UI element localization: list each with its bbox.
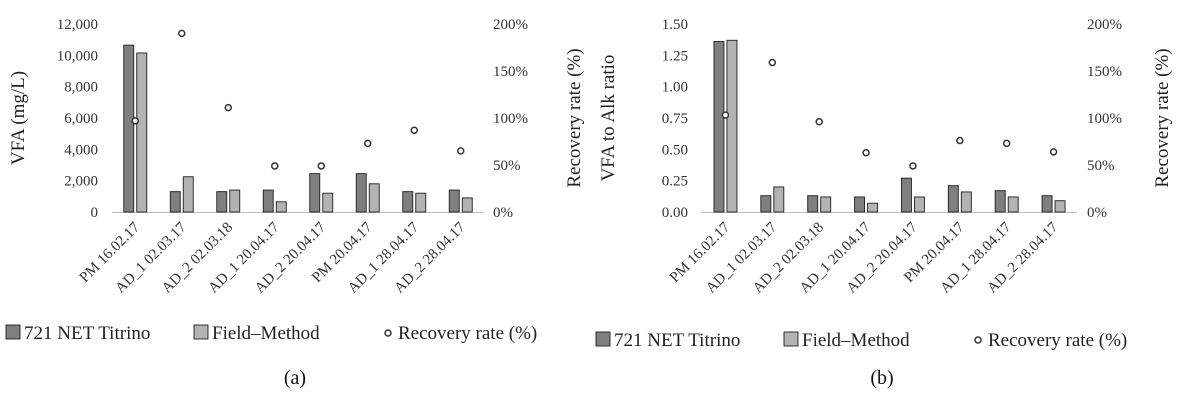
legend-swatch-field-method	[783, 331, 799, 347]
y-tick-label: 12,000	[57, 17, 98, 33]
y-tick-label: 8,000	[64, 80, 98, 96]
y-right-tick-label: 150%	[493, 64, 528, 80]
y-right-tick-label: 50%	[1087, 158, 1115, 174]
recovery-rate-point	[815, 118, 823, 126]
bar-titrino	[994, 190, 1006, 213]
recovery-rate-point	[721, 111, 730, 119]
bar-titrino	[216, 191, 228, 213]
recovery-rate-point	[131, 117, 139, 125]
bar-titrino	[262, 189, 274, 213]
y-right-tick-label: 200%	[1087, 17, 1122, 33]
bar-field-method	[368, 183, 380, 213]
legend-swatch-titrino	[595, 331, 611, 347]
y-tick-label: 0	[91, 205, 99, 221]
bar-field-method	[322, 192, 334, 213]
bar-titrino	[760, 195, 772, 213]
y-right-tick-label: 100%	[1087, 111, 1122, 127]
bar-titrino	[123, 44, 135, 213]
legend-label-titrino: 721 NET Titrino	[24, 323, 150, 344]
y-right-tick-label: 0%	[493, 205, 513, 221]
bar-field-method	[726, 39, 738, 213]
legend-marker-recovery	[384, 329, 392, 337]
recovery-rate-point	[956, 136, 964, 145]
bar-field-method	[275, 201, 287, 213]
bar-field-method	[820, 196, 832, 213]
chart-a-svg: 0 2,000 4,000 6,000 8,000 10,000 12,000 0% 50% 10…	[5, 17, 585, 389]
recovery-rate-point	[224, 103, 232, 112]
bar-titrino	[900, 177, 912, 213]
y-tick-label: 1.50	[662, 17, 688, 33]
bar-field-method	[182, 176, 194, 213]
bar-titrino	[402, 191, 414, 213]
recovery-rate-point	[457, 147, 465, 155]
y-tick-label: 0.75	[662, 111, 688, 127]
legend-label-titrino: 721 NET Titrino	[614, 330, 740, 351]
y-right-tick-label: 200%	[493, 17, 528, 33]
recovery-rate-point	[909, 162, 917, 170]
y-tick-label: 10,000	[57, 48, 98, 64]
legend-label-recovery: Recovery rate (%)	[398, 323, 537, 344]
bar-titrino	[947, 185, 959, 213]
bar-titrino	[448, 189, 460, 213]
bar-titrino	[309, 173, 321, 213]
y-tick-label: 4,000	[64, 142, 98, 158]
bar-titrino	[807, 195, 819, 213]
chart-b-svg: 0.00 0.25 0.50 0.75 1.00 1.25 1.50 0% 50% 100% 150…	[595, 17, 1173, 389]
y-tick-label: 0.00	[662, 205, 688, 221]
bar-titrino	[854, 196, 866, 213]
y-tick-label: 6,000	[64, 111, 98, 127]
recovery-rate-point	[317, 162, 325, 170]
legend-label-field-method: Field–Method	[802, 330, 910, 351]
y-right-axis-title: Recovery rate (%)	[1152, 48, 1173, 187]
y-axis-title: VFA (mg/L)	[8, 71, 29, 165]
y-tick-label: 0.50	[662, 142, 688, 158]
panel-label: (b)	[870, 367, 893, 389]
bar-field-method	[960, 191, 972, 213]
legend-label-field-method: Field–Method	[212, 323, 320, 344]
recovery-rate-point	[862, 149, 870, 157]
bar-field-method	[773, 186, 785, 213]
bar-field-method	[461, 197, 473, 213]
legend-swatch-titrino	[5, 324, 21, 340]
recovery-rate-point	[1049, 148, 1058, 156]
bar-field-method	[1007, 196, 1019, 213]
bar-field-method	[867, 202, 879, 213]
y-right-tick-label: 100%	[493, 111, 528, 127]
bar-titrino	[713, 41, 725, 213]
bar-field-method	[415, 192, 427, 213]
bar-titrino	[355, 173, 367, 213]
y-tick-label: 2,000	[64, 174, 98, 190]
y-right-tick-label: 0%	[1087, 205, 1107, 221]
legend-marker-recovery	[974, 336, 982, 344]
recovery-rate-point	[410, 126, 418, 134]
bar-field-method	[136, 52, 148, 213]
recovery-rate-point	[768, 58, 777, 67]
y-right-axis-title: Recovery rate (%)	[564, 48, 585, 187]
legend-label-recovery: Recovery rate (%)	[988, 330, 1127, 351]
recovery-rate-point	[364, 139, 372, 148]
y-tick-label: 0.25	[662, 174, 688, 190]
y-tick-label: 1.25	[662, 48, 688, 64]
panel-label: (a)	[284, 367, 306, 389]
bar-field-method	[913, 196, 925, 213]
bar-titrino	[169, 191, 181, 213]
y-axis-title: VFA to Alk ratio	[598, 55, 619, 182]
chart-panel-a: 0 2,000 4,000 6,000 8,000 10,000 12,000 0% 50% 10…	[5, 17, 585, 389]
legend-swatch-field-method	[193, 324, 209, 340]
y-right-tick-label: 150%	[1087, 64, 1122, 80]
bar-field-method	[229, 189, 241, 213]
recovery-rate-point	[271, 162, 279, 170]
bar-field-method	[1054, 200, 1066, 213]
bar-titrino	[1041, 195, 1053, 213]
recovery-rate-point	[178, 29, 186, 38]
chart-panel-b: 0.00 0.25 0.50 0.75 1.00 1.25 1.50 0% 50% 100% 150…	[590, 0, 1179, 396]
y-right-tick-label: 50%	[493, 158, 521, 174]
y-tick-label: 1.00	[662, 80, 688, 96]
recovery-rate-point	[1002, 139, 1011, 148]
